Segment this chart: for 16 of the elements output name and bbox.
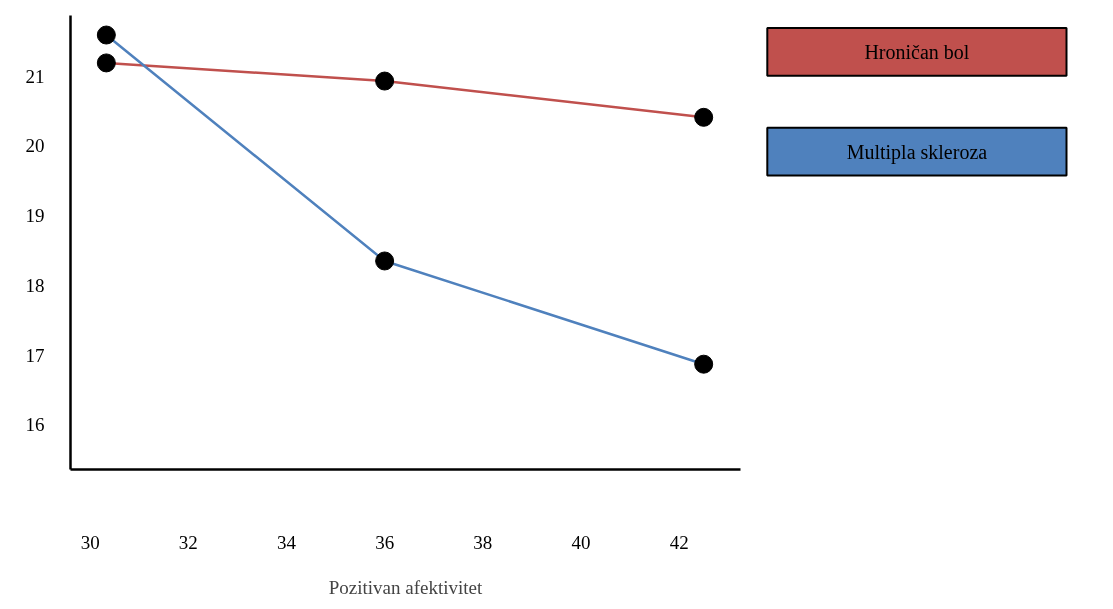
text: Hroničan bol <box>864 40 970 63</box>
y-tick-label: 17 <box>25 344 45 366</box>
text: Multipla skleroza <box>846 140 988 164</box>
y-tick-label: 20 <box>25 135 45 157</box>
x-tick-label: 32 <box>178 531 198 553</box>
x-tick-label: 36 <box>375 531 395 553</box>
x-tick-label: 40 <box>571 531 591 553</box>
x-tick-label: 34 <box>276 531 297 553</box>
x-tick-label: 30 <box>80 531 100 553</box>
y-tick-label: 21 <box>25 65 45 87</box>
x-axis-title: Pozitivan afektivitet <box>328 576 483 598</box>
y-tick-label: 16 <box>25 414 45 436</box>
x-tick-label: 42 <box>669 531 689 553</box>
y-tick-label: 18 <box>25 274 45 296</box>
x-tick-label: 38 <box>473 531 493 553</box>
y-tick-label: 19 <box>25 205 45 227</box>
